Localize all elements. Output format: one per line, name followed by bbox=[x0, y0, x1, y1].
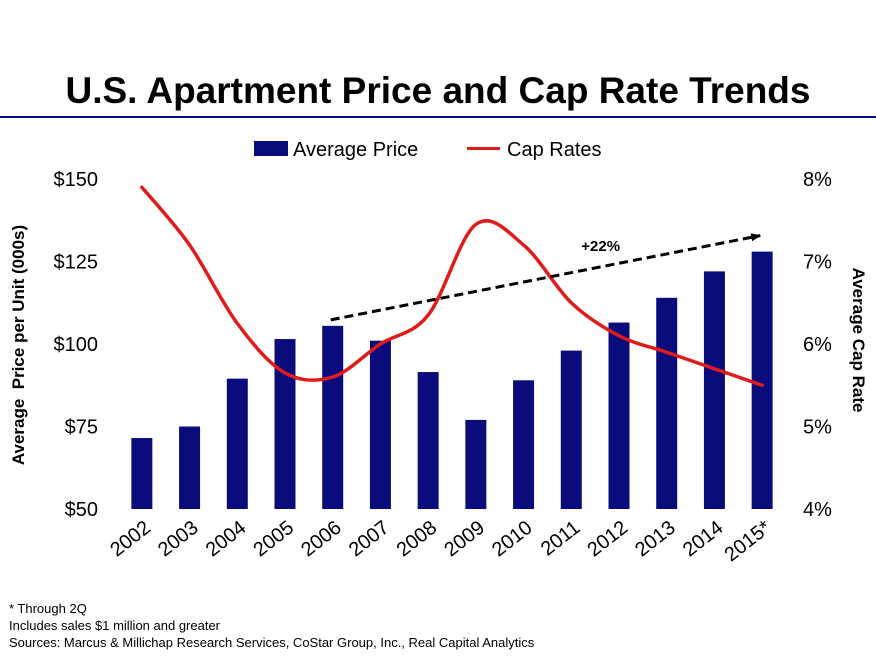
legend-swatch-average-price bbox=[254, 141, 288, 156]
bar-average-price bbox=[703, 271, 725, 509]
y2-tick-label: 5% bbox=[803, 417, 832, 439]
bar-average-price bbox=[226, 378, 248, 509]
footnote-includes: Includes sales $1 million and greater bbox=[9, 618, 221, 633]
bar-average-price bbox=[417, 372, 439, 509]
bar-average-price bbox=[322, 325, 344, 509]
chart-title: U.S. Apartment Price and Cap Rate Trends bbox=[65, 70, 811, 111]
x-tick-label: 2003 bbox=[154, 517, 203, 562]
y-tick-label: $100 bbox=[54, 334, 99, 356]
x-tick-label: 2013 bbox=[631, 517, 680, 562]
bar-average-price bbox=[513, 380, 535, 509]
legend-label-cap-rates: Cap Rates bbox=[507, 139, 602, 161]
x-tick-label: 2004 bbox=[202, 517, 251, 562]
y2-tick-label: 8% bbox=[803, 169, 832, 191]
y-tick-label: $50 bbox=[65, 499, 98, 521]
bar-average-price bbox=[465, 419, 487, 509]
legend-label-average-price: Average Price bbox=[293, 139, 418, 161]
bar-average-price bbox=[369, 340, 391, 509]
title-rule bbox=[0, 116, 876, 118]
bar-average-price bbox=[179, 426, 201, 509]
y-tick-label: $75 bbox=[65, 417, 98, 439]
x-tick-label: 2008 bbox=[393, 517, 442, 562]
chart: Average Price Cap Rates Average Price pe… bbox=[9, 139, 868, 566]
footnote-sources: Sources: Marcus & Millichap Research Ser… bbox=[9, 635, 535, 650]
bar-average-price bbox=[608, 322, 630, 509]
x-tick-label: 2006 bbox=[297, 517, 346, 562]
bar-average-price bbox=[560, 350, 582, 509]
x-tick-label: 2002 bbox=[106, 517, 155, 562]
x-tick-label: 2012 bbox=[583, 517, 632, 562]
footnote-through: * Through 2Q bbox=[9, 601, 87, 616]
x-tick-label: 2010 bbox=[488, 517, 537, 562]
y2-axis-label: Average Cap Rate bbox=[849, 268, 868, 413]
bar-average-price bbox=[751, 251, 773, 509]
x-tick-label: 2007 bbox=[345, 517, 394, 562]
y-tick-label: $125 bbox=[54, 252, 99, 274]
footnotes: * Through 2Q Includes sales $1 million a… bbox=[9, 600, 534, 651]
x-tick-label: 2014 bbox=[679, 517, 728, 562]
y-axis-label: Average Price per Unit (000s) bbox=[9, 225, 28, 465]
trend-arrow bbox=[330, 233, 762, 322]
x-tick-label: 2005 bbox=[249, 517, 298, 562]
bar-average-price bbox=[656, 297, 678, 509]
bar-average-price bbox=[274, 339, 296, 509]
x-tick-label: 2015* bbox=[720, 516, 775, 566]
y2-tick-label: 6% bbox=[803, 334, 832, 356]
y2-tick-label: 4% bbox=[803, 499, 832, 521]
x-tick-label: 2009 bbox=[440, 517, 489, 562]
trend-annotation: +22% bbox=[581, 238, 620, 255]
legend: Average Price Cap Rates bbox=[254, 139, 602, 161]
y-tick-label: $150 bbox=[54, 169, 99, 191]
bar-average-price bbox=[131, 438, 153, 509]
y2-tick-label: 7% bbox=[803, 252, 832, 274]
cap-rate-line bbox=[140, 185, 764, 387]
x-tick-label: 2011 bbox=[537, 517, 584, 561]
